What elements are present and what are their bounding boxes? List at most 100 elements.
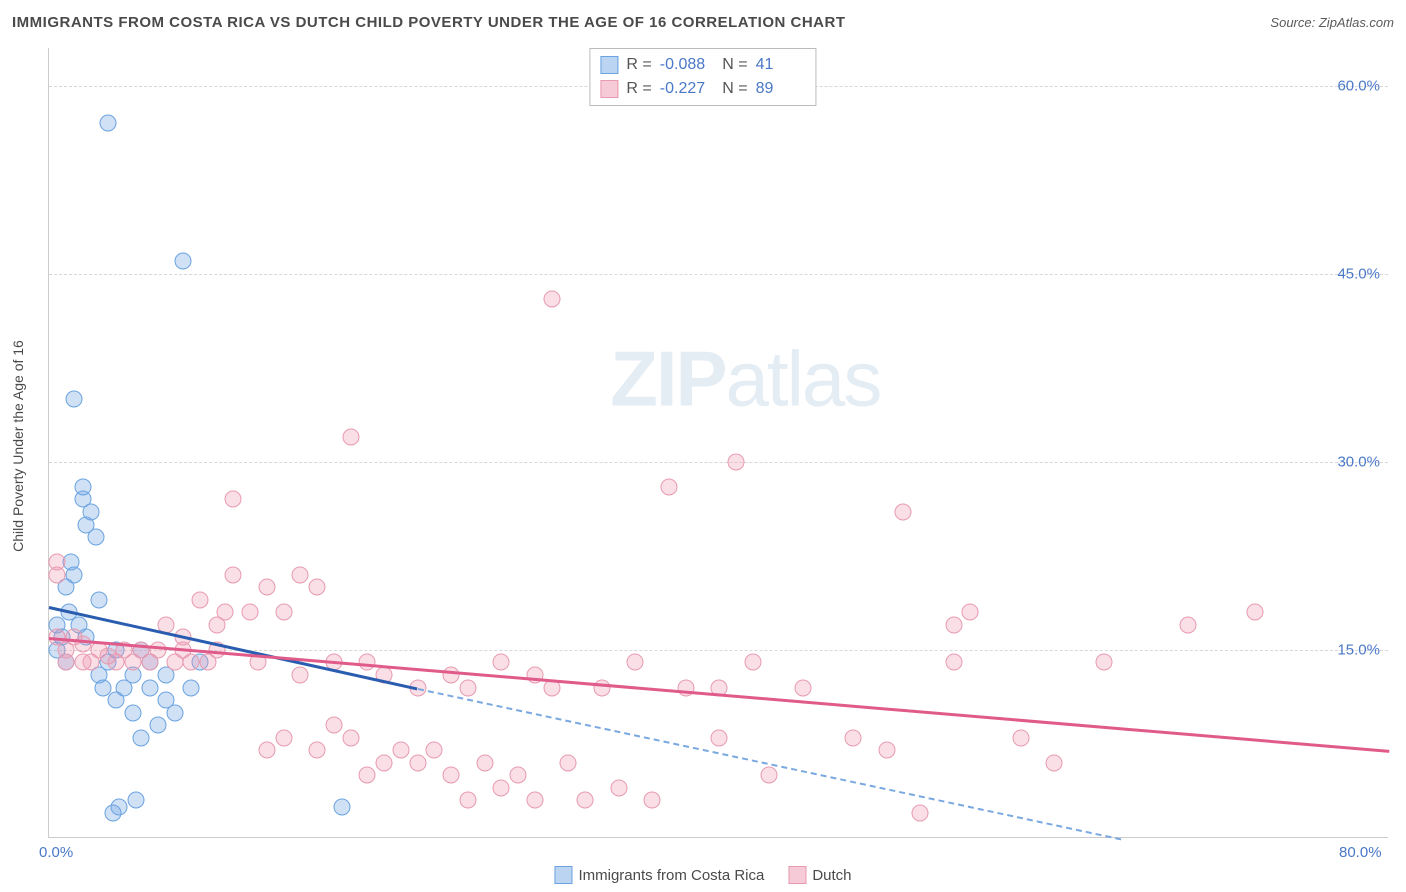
y-tick-label: 45.0%: [1337, 265, 1380, 282]
swatch-pink-icon: [788, 866, 806, 884]
data-point: [94, 679, 111, 696]
data-point: [141, 679, 158, 696]
data-point: [627, 654, 644, 671]
stats-row-pink: R = -0.227 N = 89: [600, 77, 805, 101]
data-point: [426, 742, 443, 759]
data-point: [392, 742, 409, 759]
stats-row-blue: R = -0.088 N = 41: [600, 53, 805, 77]
y-tick-label: 60.0%: [1337, 77, 1380, 94]
data-point: [149, 641, 166, 658]
data-point: [124, 704, 141, 721]
data-point: [510, 767, 527, 784]
x-tick-label: 80.0%: [1339, 844, 1382, 861]
data-point: [593, 679, 610, 696]
data-point: [560, 754, 577, 771]
data-point: [183, 679, 200, 696]
data-point: [761, 767, 778, 784]
n-value-blue: 41: [756, 53, 806, 77]
source-credit: Source: ZipAtlas.com: [1270, 15, 1394, 30]
gridline: [49, 462, 1388, 463]
data-point: [945, 654, 962, 671]
data-point: [133, 729, 150, 746]
plot-area: ZIPatlas 15.0%30.0%45.0%60.0%0.0%80.0%: [48, 48, 1388, 838]
data-point: [104, 804, 121, 821]
data-point: [292, 666, 309, 683]
legend-item-pink: Dutch: [788, 866, 851, 884]
swatch-pink-icon: [600, 80, 618, 98]
data-point: [443, 666, 460, 683]
data-point: [1012, 729, 1029, 746]
legend-item-blue: Immigrants from Costa Rica: [554, 866, 764, 884]
data-point: [325, 717, 342, 734]
trendline-blue-extrapolated: [417, 688, 1121, 840]
data-point: [183, 654, 200, 671]
data-point: [242, 604, 259, 621]
data-point: [225, 566, 242, 583]
swatch-blue-icon: [600, 56, 618, 74]
data-point: [493, 654, 510, 671]
data-point: [66, 391, 83, 408]
y-tick-label: 30.0%: [1337, 453, 1380, 470]
data-point: [309, 579, 326, 596]
data-point: [912, 804, 929, 821]
data-point: [1180, 616, 1197, 633]
data-point: [895, 503, 912, 520]
data-point: [309, 742, 326, 759]
data-point: [845, 729, 862, 746]
data-point: [945, 616, 962, 633]
data-point: [711, 729, 728, 746]
data-point: [57, 654, 74, 671]
title-bar: IMMIGRANTS FROM COSTA RICA VS DUTCH CHIL…: [12, 8, 1394, 36]
data-point: [166, 704, 183, 721]
data-point: [1247, 604, 1264, 621]
data-point: [359, 767, 376, 784]
y-axis-label: Child Poverty Under the Age of 16: [10, 340, 26, 552]
data-point: [577, 792, 594, 809]
data-point: [258, 579, 275, 596]
data-point: [149, 717, 166, 734]
chart-title: IMMIGRANTS FROM COSTA RICA VS DUTCH CHIL…: [12, 14, 846, 31]
data-point: [342, 729, 359, 746]
y-tick-label: 15.0%: [1337, 641, 1380, 658]
data-point: [744, 654, 761, 671]
data-point: [526, 792, 543, 809]
data-point: [1096, 654, 1113, 671]
data-point: [191, 591, 208, 608]
stats-legend: R = -0.088 N = 41 R = -0.227 N = 89: [589, 48, 816, 106]
data-point: [275, 729, 292, 746]
data-point: [128, 792, 145, 809]
data-point: [459, 679, 476, 696]
data-point: [334, 798, 351, 815]
data-point: [91, 591, 108, 608]
bottom-legend: Immigrants from Costa Rica Dutch: [554, 866, 851, 884]
data-point: [476, 754, 493, 771]
legend-label-blue: Immigrants from Costa Rica: [578, 867, 764, 884]
data-point: [342, 428, 359, 445]
data-point: [74, 478, 91, 495]
data-point: [794, 679, 811, 696]
gridline: [49, 274, 1388, 275]
data-point: [459, 792, 476, 809]
data-point: [409, 754, 426, 771]
data-point: [878, 742, 895, 759]
data-point: [175, 253, 192, 270]
x-tick-label: 0.0%: [39, 844, 73, 861]
data-point: [610, 779, 627, 796]
data-point: [493, 779, 510, 796]
legend-label-pink: Dutch: [812, 867, 851, 884]
n-value-pink: 89: [756, 77, 806, 101]
data-point: [644, 792, 661, 809]
data-point: [87, 529, 104, 546]
data-point: [727, 453, 744, 470]
swatch-blue-icon: [554, 866, 572, 884]
data-point: [962, 604, 979, 621]
r-value-pink: -0.227: [660, 77, 710, 101]
data-point: [99, 115, 116, 132]
data-point: [258, 742, 275, 759]
data-point: [82, 503, 99, 520]
r-value-blue: -0.088: [660, 53, 710, 77]
data-point: [225, 491, 242, 508]
data-point: [74, 635, 91, 652]
data-point: [443, 767, 460, 784]
data-point: [1046, 754, 1063, 771]
